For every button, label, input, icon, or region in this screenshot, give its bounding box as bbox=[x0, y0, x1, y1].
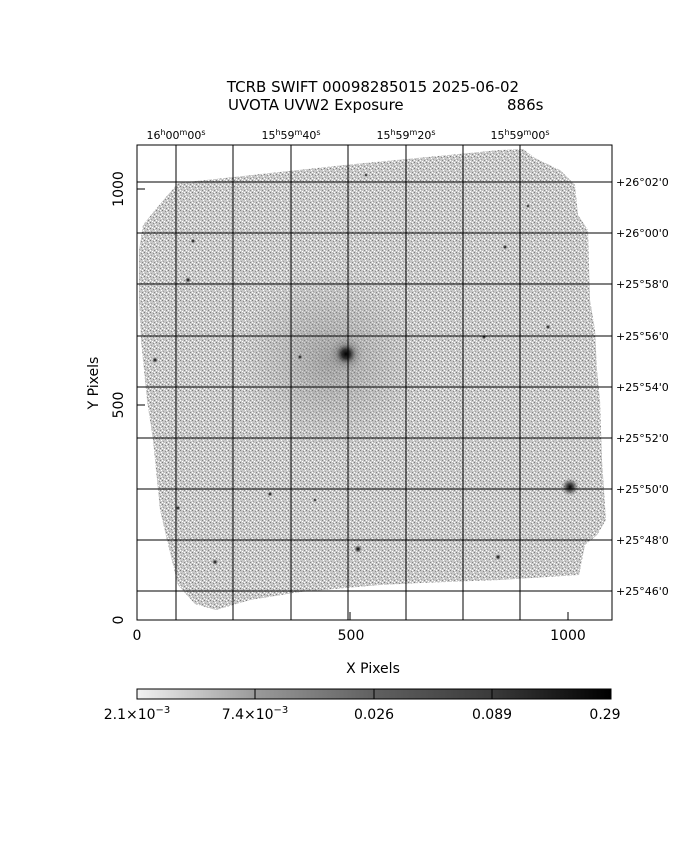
dec-tick-label: +26°00'0 bbox=[616, 227, 669, 240]
faint-star bbox=[502, 244, 508, 250]
dec-tick-label: +26°02'0 bbox=[616, 176, 669, 189]
ra-tick-label: 16h00m00s bbox=[146, 128, 205, 142]
faint-star bbox=[212, 559, 218, 565]
bright-source bbox=[328, 336, 364, 372]
faint-star bbox=[175, 505, 181, 511]
colorbar-label: 0.089 bbox=[472, 707, 512, 723]
faint-star bbox=[185, 277, 191, 283]
faint-star bbox=[481, 334, 487, 340]
dec-tick-label: +25°52'0 bbox=[616, 432, 669, 445]
x-tick-label: 500 bbox=[338, 628, 365, 644]
bright-star bbox=[561, 478, 579, 496]
y-axis-label: Y Pixels bbox=[86, 357, 102, 411]
colorbar-label: 2.1×10−3 bbox=[104, 705, 171, 723]
faint-star bbox=[267, 491, 273, 497]
colorbar-ticks bbox=[254, 689, 493, 699]
dec-tick-label: +25°54'0 bbox=[616, 381, 669, 394]
plot-frame bbox=[136, 144, 613, 621]
faint-star bbox=[364, 173, 368, 177]
y-tick-label: 1000 bbox=[111, 171, 127, 207]
filter-label: UVOTA UVW2 Exposure bbox=[228, 96, 404, 114]
faint-star bbox=[354, 545, 362, 553]
dec-tick-label: +25°50'0 bbox=[616, 483, 669, 496]
dec-tick-label: +25°58'0 bbox=[616, 278, 669, 291]
sky-image bbox=[139, 149, 606, 610]
faint-star bbox=[495, 554, 501, 560]
colorbar-label: 7.4×10−3 bbox=[222, 705, 289, 723]
x-tick-label: 1000 bbox=[550, 628, 586, 644]
coordinate-grid bbox=[137, 145, 612, 620]
dec-tick-label: +25°48'0 bbox=[616, 534, 669, 547]
dec-tick-label: +25°46'0 bbox=[616, 585, 669, 598]
y-tick-label: 500 bbox=[111, 392, 127, 419]
colorbar-label: 0.026 bbox=[354, 707, 394, 723]
x-axis-label: X Pixels bbox=[346, 661, 400, 677]
figure-title: TCRB SWIFT 00098285015 2025-06-02 bbox=[226, 78, 519, 96]
faint-star bbox=[297, 354, 303, 360]
pixel-tick-marks bbox=[136, 188, 569, 621]
ra-tick-label: 15h59m40s bbox=[261, 128, 320, 142]
faint-star bbox=[152, 357, 158, 363]
colorbar-label: 0.29 bbox=[589, 707, 620, 723]
exposure-time: 886s bbox=[507, 96, 544, 114]
faint-star bbox=[526, 204, 530, 208]
faint-star bbox=[313, 498, 317, 502]
faint-star bbox=[545, 324, 551, 330]
ra-tick-label: 15h59m00s bbox=[490, 128, 549, 142]
dec-tick-label: +25°56'0 bbox=[616, 330, 669, 343]
y-tick-label: 0 bbox=[111, 616, 127, 625]
x-tick-label: 0 bbox=[133, 628, 142, 644]
ra-tick-label: 15h59m20s bbox=[376, 128, 435, 142]
faint-star bbox=[190, 238, 196, 244]
